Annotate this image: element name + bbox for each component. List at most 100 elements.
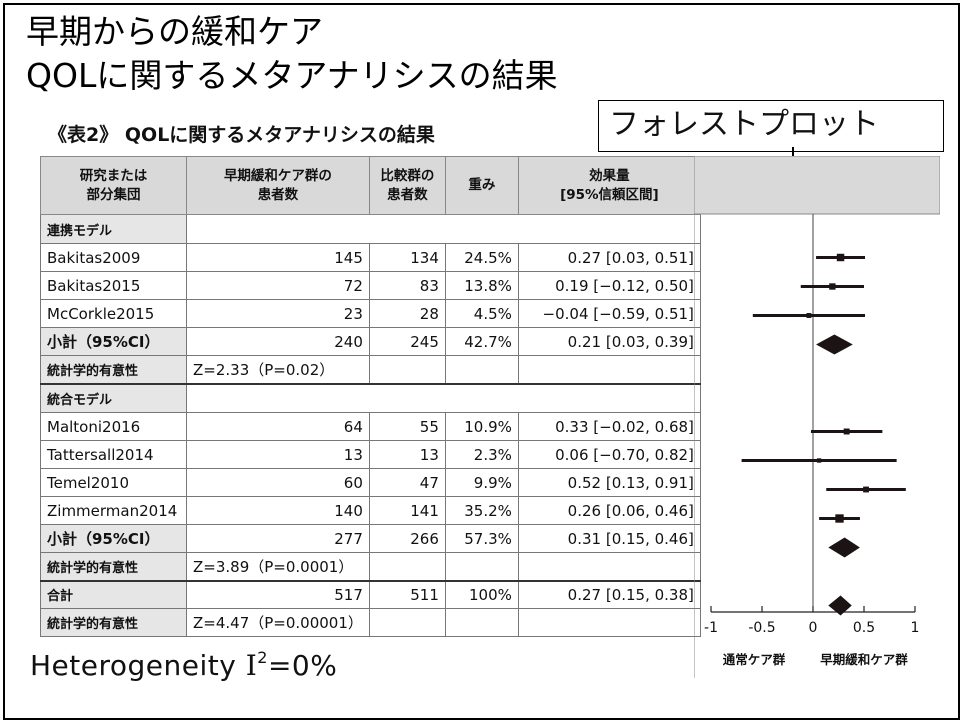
point-estimate-square	[863, 486, 869, 493]
comp-count: 266	[368, 524, 446, 553]
x-axis-label-right: 早期緩和ケア群	[820, 652, 908, 667]
significance-label: 統計学的有意性	[40, 552, 187, 581]
early-count: 277	[186, 524, 370, 553]
weight-value: 57.3%	[444, 524, 519, 553]
early-count: 13	[186, 440, 370, 469]
significance-row: 統計学的有意性 Z=3.89（P=0.0001）	[40, 552, 701, 581]
total-row: 合計 517 511 100% 0.27 [0.15, 0.38]	[40, 579, 701, 609]
significance-row: 統計学的有意性 Z=2.33（P=0.02）	[40, 355, 701, 384]
table-title-label: 表2	[67, 124, 100, 146]
point-estimate-square	[843, 428, 850, 435]
weight-value: 13.8%	[444, 271, 519, 300]
slide-frame	[3, 3, 960, 720]
weight-value: 100%	[444, 579, 519, 609]
x-axis-tick-label: 0	[809, 620, 818, 636]
comp-count: 134	[368, 243, 446, 272]
table-row: Tattersall2014 13 13 2.3% 0.06 [−0.70, 0…	[40, 440, 701, 469]
study-name: Bakitas2009	[40, 243, 187, 272]
comp-count: 55	[368, 412, 446, 441]
table-title: 《表2》 QOLに関するメタアナリシスの結果	[48, 120, 435, 147]
weight-value: 2.3%	[444, 440, 519, 469]
early-count: 72	[186, 271, 370, 300]
forest-plot: -1 -0.5 0 0.5 1 通常ケア群 早期緩和ケア群	[694, 156, 940, 678]
heterogeneity-text: Heterogeneity I2=0%	[30, 648, 338, 682]
early-count: 64	[186, 412, 370, 441]
point-estimate-square	[816, 458, 822, 463]
table-row: Zimmerman2014 140 141 35.2% 0.26 [0.06, …	[40, 496, 701, 525]
effect-value: 0.27 [0.03, 0.51]	[517, 243, 701, 272]
x-axis-tick-label: -0.5	[748, 620, 775, 636]
significance-label: 統計学的有意性	[40, 355, 187, 384]
subtotal-name: 小計（95%CI）	[40, 327, 187, 356]
study-name: Zimmerman2014	[40, 496, 187, 525]
x-axis-tick-label: 0.5	[853, 620, 875, 636]
significance-z: Z=2.33（P=0.02）	[186, 355, 370, 384]
meta-analysis-table: 研究または 部分集団 早期緩和ケア群の 患者数 比較群の 患者数 重み 効果量 [95%…	[40, 156, 701, 637]
header-comparison: 比較群の 患者数	[368, 156, 446, 215]
comp-count: 13	[368, 440, 446, 469]
forest-plot-callout: フォレストプロット	[598, 100, 944, 152]
slide-title-line1: 早期からの緩和ケア	[26, 12, 323, 51]
header-early-palliative: 早期緩和ケア群の 患者数	[186, 156, 370, 215]
study-name: Bakitas2015	[40, 271, 187, 300]
effect-value: 0.26 [0.06, 0.46]	[517, 496, 701, 525]
early-count: 240	[186, 327, 370, 356]
significance-row: 統計学的有意性 Z=4.47（P=0.00001）	[40, 608, 701, 637]
total-name: 合計	[40, 579, 187, 609]
comp-count: 245	[368, 327, 446, 356]
effect-value: 0.06 [−0.70, 0.82]	[517, 440, 701, 469]
comp-count: 511	[368, 579, 446, 609]
weight-value: 24.5%	[444, 243, 519, 272]
table-title-text: QOLに関するメタアナリシスの結果	[124, 124, 435, 146]
pooled-estimate-diamond	[828, 537, 860, 558]
weight-value: 35.2%	[444, 496, 519, 525]
comp-count: 28	[368, 299, 446, 328]
table-title-bracket-open: 《	[48, 124, 68, 146]
effect-value: −0.04 [−0.59, 0.51]	[517, 299, 701, 328]
subtotal-row: 小計（95%CI） 277 266 57.3% 0.31 [0.15, 0.46…	[40, 524, 701, 553]
significance-z: Z=3.89（P=0.0001）	[186, 552, 370, 581]
forest-header-band	[694, 156, 940, 215]
x-axis-tick-label: -1	[704, 620, 718, 636]
study-name: Maltoni2016	[40, 412, 187, 441]
comp-count: 47	[368, 468, 446, 497]
weight-value: 9.9%	[444, 468, 519, 497]
pooled-estimate-diamond	[828, 595, 852, 616]
effect-value: 0.52 [0.13, 0.91]	[517, 468, 701, 497]
subtotal-row: 小計（95%CI） 240 245 42.7% 0.21 [0.03, 0.39…	[40, 327, 701, 356]
pooled-estimate-diamond	[816, 334, 853, 355]
x-axis-tick-label: 1	[911, 620, 920, 636]
study-name: McCorkle2015	[40, 299, 187, 328]
header-effect-size: 効果量 [95%信頼区間]	[517, 156, 701, 215]
section-row: 統合モデル	[40, 382, 701, 413]
early-count: 60	[186, 468, 370, 497]
early-count: 23	[186, 299, 370, 328]
header-study: 研究または 部分集団	[40, 156, 187, 215]
table-row: McCorkle2015 23 28 4.5% −0.04 [−0.59, 0.…	[40, 299, 701, 328]
table-row: Bakitas2009 145 134 24.5% 0.27 [0.03, 0.…	[40, 243, 701, 272]
effect-value: 0.21 [0.03, 0.39]	[517, 327, 701, 356]
early-count: 517	[186, 579, 370, 609]
weight-value: 10.9%	[444, 412, 519, 441]
point-estimate-square	[806, 313, 812, 318]
weight-value: 4.5%	[444, 299, 519, 328]
study-name: Temel2010	[40, 468, 187, 497]
header-weight: 重み	[444, 156, 519, 215]
section-row: 連携モデル	[40, 214, 701, 244]
point-estimate-square	[829, 283, 836, 290]
effect-value: 0.19 [−0.12, 0.50]	[517, 271, 701, 300]
table-row: Maltoni2016 64 55 10.9% 0.33 [−0.02, 0.6…	[40, 412, 701, 441]
x-axis-label-left: 通常ケア群	[723, 652, 786, 667]
early-count: 140	[186, 496, 370, 525]
effect-value: 0.31 [0.15, 0.46]	[517, 524, 701, 553]
slide-title-line2: QOLに関するメタアナリシスの結果	[26, 56, 558, 95]
table-row: Temel2010 60 47 9.9% 0.52 [0.13, 0.91]	[40, 468, 701, 497]
subtotal-name: 小計（95%CI）	[40, 524, 187, 553]
point-estimate-square	[836, 253, 845, 262]
point-estimate-square	[835, 514, 844, 523]
section-name: 連携モデル	[40, 214, 187, 244]
effect-value: 0.27 [0.15, 0.38]	[517, 579, 701, 609]
heterogeneity-symbol: I	[245, 649, 258, 682]
effect-value: 0.33 [−0.02, 0.68]	[517, 412, 701, 441]
study-name: Tattersall2014	[40, 440, 187, 469]
